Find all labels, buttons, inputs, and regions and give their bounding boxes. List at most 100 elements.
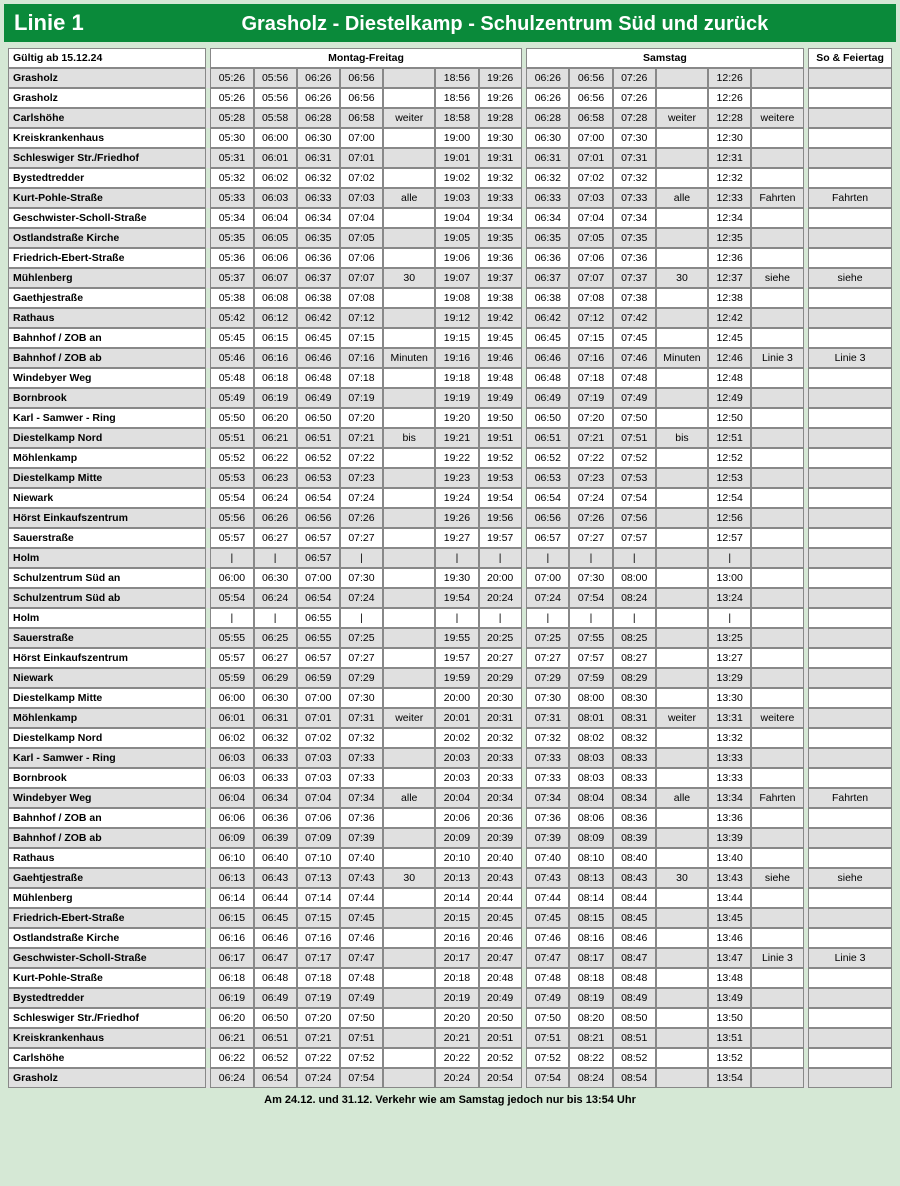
time-cell: 07:37	[613, 268, 656, 288]
so-cell	[808, 488, 892, 508]
time-cell: 12:56	[708, 508, 751, 528]
time-cell: 20:44	[479, 888, 522, 908]
time-cell: 05:57	[210, 648, 253, 668]
table-row: Sauerstraße05:5706:2706:5707:2719:2719:5…	[8, 528, 892, 548]
time-cell: |	[708, 548, 751, 568]
time-cell: 07:51	[526, 1028, 569, 1048]
time-cell: 06:27	[254, 648, 297, 668]
note-cell	[383, 528, 435, 548]
stop-name: Friedrich-Ebert-Straße	[8, 908, 206, 928]
so-cell	[808, 608, 892, 628]
note-cell	[656, 888, 708, 908]
time-cell: 05:37	[210, 268, 253, 288]
time-cell: 07:33	[526, 748, 569, 768]
timetable: Gültig ab 15.12.24 Montag-Freitag Samsta…	[8, 48, 892, 1088]
stop-name: Bahnhof / ZOB an	[8, 328, 206, 348]
time-cell: 19:24	[435, 488, 478, 508]
time-cell: 07:05	[340, 228, 383, 248]
time-cell: 20:27	[479, 648, 522, 668]
time-cell: 06:06	[210, 808, 253, 828]
time-cell: 07:01	[340, 148, 383, 168]
note-cell: alle	[656, 188, 708, 208]
time-cell: 06:54	[297, 588, 340, 608]
time-cell: 06:52	[297, 448, 340, 468]
timetable-wrap: Gültig ab 15.12.24 Montag-Freitag Samsta…	[4, 42, 896, 1110]
time-cell: 13:36	[708, 808, 751, 828]
time-cell: 19:16	[435, 348, 478, 368]
note-cell	[751, 848, 803, 868]
time-cell: 06:27	[254, 528, 297, 548]
so-cell	[808, 748, 892, 768]
table-row: Kreiskrankenhaus05:3006:0006:3007:0019:0…	[8, 128, 892, 148]
so-cell: Fahrten	[808, 188, 892, 208]
so-cell	[808, 588, 892, 608]
note-cell	[383, 88, 435, 108]
time-cell: 12:53	[708, 468, 751, 488]
note-cell: bis	[656, 428, 708, 448]
note-cell	[656, 588, 708, 608]
note-cell	[751, 768, 803, 788]
note-cell	[751, 508, 803, 528]
time-cell: 06:51	[297, 428, 340, 448]
time-cell: 08:02	[569, 728, 612, 748]
time-cell: 07:27	[569, 528, 612, 548]
table-row: Rathaus05:4206:1206:4207:1219:1219:4206:…	[8, 308, 892, 328]
time-cell: 08:51	[613, 1028, 656, 1048]
time-cell: 08:47	[613, 948, 656, 968]
stop-name: Mühlenberg	[8, 888, 206, 908]
time-cell: 12:54	[708, 488, 751, 508]
time-cell: 07:03	[340, 188, 383, 208]
time-cell: 07:27	[340, 528, 383, 548]
time-cell: 05:38	[210, 288, 253, 308]
time-cell: 07:21	[569, 428, 612, 448]
note-cell	[383, 948, 435, 968]
note-cell	[383, 628, 435, 648]
time-cell: 06:37	[526, 268, 569, 288]
time-cell: 06:10	[210, 848, 253, 868]
stop-name: Rathaus	[8, 848, 206, 868]
note-cell	[751, 928, 803, 948]
time-cell: 06:33	[297, 188, 340, 208]
note-cell	[383, 468, 435, 488]
time-cell: |	[254, 608, 297, 628]
time-cell: 07:54	[569, 588, 612, 608]
note-cell	[751, 548, 803, 568]
note-cell	[656, 288, 708, 308]
time-cell: 07:50	[613, 408, 656, 428]
time-cell: 07:03	[569, 188, 612, 208]
time-cell: 06:32	[254, 728, 297, 748]
time-cell: 07:30	[340, 568, 383, 588]
time-cell: 06:30	[254, 688, 297, 708]
time-cell: 06:33	[526, 188, 569, 208]
note-cell	[751, 648, 803, 668]
table-row: Schleswiger Str./Friedhof06:2006:5007:20…	[8, 1008, 892, 1028]
time-cell: 13:40	[708, 848, 751, 868]
so-cell	[808, 1028, 892, 1048]
time-cell: 19:01	[435, 148, 478, 168]
time-cell: 12:50	[708, 408, 751, 428]
time-cell: 07:55	[569, 628, 612, 648]
so-cell	[808, 408, 892, 428]
time-cell: 07:59	[569, 668, 612, 688]
time-cell: 07:30	[613, 128, 656, 148]
time-cell: 13:31	[708, 708, 751, 728]
note-cell	[751, 1048, 803, 1068]
time-cell: 19:15	[435, 328, 478, 348]
time-cell: 06:00	[210, 568, 253, 588]
table-row: Bornbrook06:0306:3307:0307:3320:0320:330…	[8, 768, 892, 788]
note-cell	[656, 748, 708, 768]
time-cell: 06:33	[254, 768, 297, 788]
time-cell: 07:23	[569, 468, 612, 488]
time-cell: 06:48	[526, 368, 569, 388]
time-cell: 19:55	[435, 628, 478, 648]
time-cell: 08:19	[569, 988, 612, 1008]
time-cell: 08:25	[613, 628, 656, 648]
time-cell: 06:01	[254, 148, 297, 168]
time-cell: |	[613, 548, 656, 568]
time-cell: 06:50	[254, 1008, 297, 1028]
time-cell: 19:31	[479, 148, 522, 168]
time-cell: 07:04	[297, 788, 340, 808]
so-cell	[808, 1068, 892, 1088]
time-cell: 07:26	[613, 88, 656, 108]
time-cell: 06:36	[297, 248, 340, 268]
